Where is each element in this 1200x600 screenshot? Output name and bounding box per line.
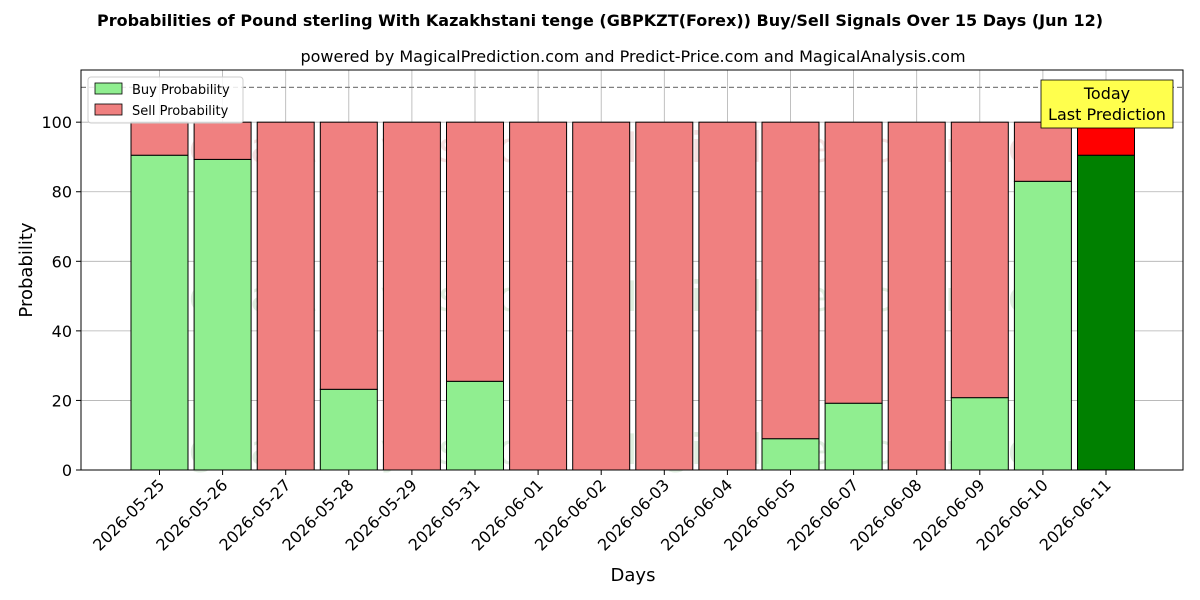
bar-buy bbox=[193, 158, 252, 471]
legend: Buy Probability Sell Probability bbox=[87, 76, 244, 124]
bar-sell bbox=[130, 121, 189, 156]
bar-sell bbox=[256, 121, 315, 471]
x-axis-ticks: 2026-05-252026-05-262026-05-272026-05-28… bbox=[89, 470, 1115, 555]
chart-subtitle: powered by MagicalPrediction.com and Pre… bbox=[300, 47, 965, 66]
legend-label-sell: Sell Probability bbox=[132, 104, 229, 119]
bar-sell bbox=[319, 121, 378, 390]
bar-sell bbox=[950, 121, 1009, 399]
bar-sell bbox=[193, 121, 252, 160]
y-tick-label: 20 bbox=[52, 391, 72, 410]
bar-sell bbox=[887, 121, 946, 471]
y-tick-label: 100 bbox=[41, 113, 72, 132]
y-axis-label: Probability bbox=[16, 222, 37, 317]
chart-title: Probabilities of Pound sterling With Kaz… bbox=[97, 11, 1103, 30]
annotation-box bbox=[1040, 79, 1174, 129]
bar-sell bbox=[824, 121, 883, 404]
bar-sell bbox=[1013, 121, 1072, 182]
today-annotation: Today Last Prediction bbox=[1040, 79, 1174, 129]
bar-buy bbox=[130, 154, 189, 471]
bar-sell bbox=[698, 121, 757, 471]
bar-buy bbox=[761, 438, 820, 471]
bar-buy bbox=[1013, 180, 1072, 471]
y-axis-ticks: 0 20 40 60 80 100 bbox=[41, 113, 81, 480]
plot-frame bbox=[80, 69, 1184, 471]
legend-swatch-sell bbox=[94, 103, 123, 116]
y-tick-label: 80 bbox=[52, 183, 72, 202]
bar-buy bbox=[1077, 154, 1135, 471]
annotation-line2: Last Prediction bbox=[1048, 105, 1166, 124]
bar-sell bbox=[635, 121, 694, 471]
legend-swatch-buy bbox=[94, 82, 123, 95]
legend-label-buy: Buy Probability bbox=[132, 83, 230, 98]
bar-sell bbox=[382, 121, 441, 471]
bars bbox=[130, 121, 1135, 471]
y-tick-label: 40 bbox=[52, 322, 72, 341]
y-tick-label: 60 bbox=[52, 252, 72, 271]
bar-sell bbox=[446, 121, 504, 382]
annotation-line1: Today bbox=[1083, 84, 1130, 103]
x-axis-label: Days bbox=[611, 565, 656, 586]
bar-sell bbox=[572, 121, 631, 471]
bar-buy bbox=[446, 380, 504, 471]
legend-box bbox=[87, 76, 244, 124]
bar-buy bbox=[950, 397, 1009, 471]
bar-sell bbox=[509, 121, 568, 471]
bar-sell bbox=[761, 121, 820, 440]
bar-buy bbox=[319, 388, 378, 471]
bar-buy bbox=[824, 402, 883, 471]
y-tick-label: 0 bbox=[62, 461, 72, 480]
